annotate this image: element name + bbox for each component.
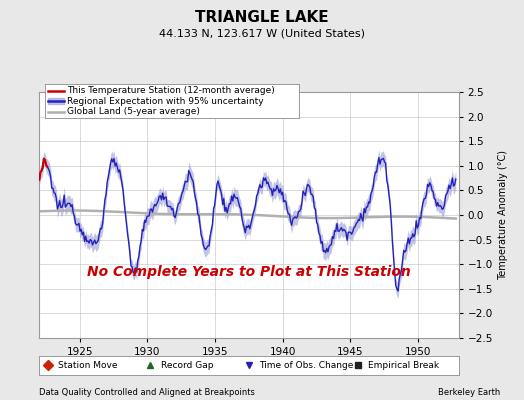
- Text: This Temperature Station (12-month average): This Temperature Station (12-month avera…: [68, 86, 275, 95]
- Text: Empirical Break: Empirical Break: [368, 361, 440, 370]
- Text: No Complete Years to Plot at This Station: No Complete Years to Plot at This Statio…: [87, 264, 411, 278]
- Y-axis label: Temperature Anomaly (°C): Temperature Anomaly (°C): [498, 150, 508, 280]
- Text: Record Gap: Record Gap: [161, 361, 213, 370]
- Text: Station Move: Station Move: [58, 361, 118, 370]
- Text: Data Quality Controlled and Aligned at Breakpoints: Data Quality Controlled and Aligned at B…: [39, 388, 255, 397]
- Text: TRIANGLE LAKE: TRIANGLE LAKE: [195, 10, 329, 25]
- Text: Regional Expectation with 95% uncertainty: Regional Expectation with 95% uncertaint…: [68, 96, 264, 106]
- Text: Global Land (5-year average): Global Land (5-year average): [68, 107, 200, 116]
- Text: Berkeley Earth: Berkeley Earth: [438, 388, 500, 397]
- Text: Time of Obs. Change: Time of Obs. Change: [259, 361, 354, 370]
- Text: 44.133 N, 123.617 W (United States): 44.133 N, 123.617 W (United States): [159, 29, 365, 39]
